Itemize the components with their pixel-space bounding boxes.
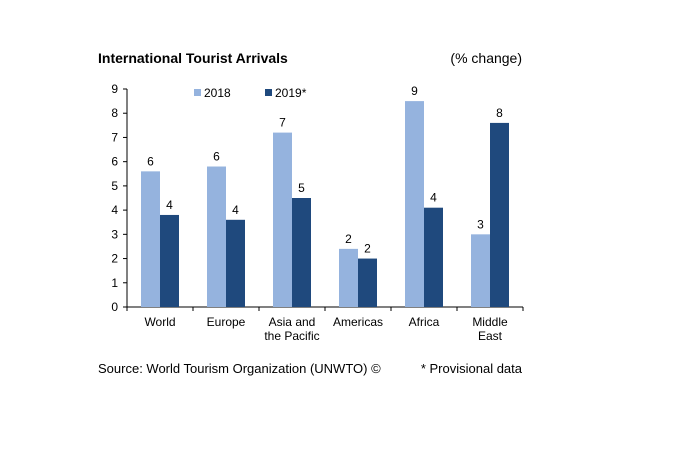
- data-label: 4: [430, 191, 437, 205]
- data-label: 4: [232, 203, 239, 217]
- category-label: Americas: [333, 315, 383, 329]
- legend-label: 2019*: [275, 86, 307, 100]
- data-label: 6: [213, 150, 220, 164]
- data-label: 8: [496, 106, 503, 120]
- y-tick-label: 9: [111, 82, 118, 96]
- bar-2019-1: [226, 219, 245, 307]
- data-labels: 6 4 6 4 7 5 22 9 4 3 8: [147, 84, 503, 255]
- y-tick-label: 2: [111, 252, 118, 266]
- y-tick-label: 6: [111, 155, 118, 169]
- legend-swatch-2019: [265, 89, 272, 96]
- bar-2018-3: [339, 248, 358, 307]
- legend-label: 2018: [204, 86, 231, 100]
- category-label: Europe: [207, 315, 246, 329]
- category-label: Asia and: [269, 315, 316, 329]
- chart-title: International Tourist Arrivals: [98, 50, 288, 66]
- bar-2019-2: [292, 198, 311, 307]
- bar-2018-1: [207, 166, 226, 307]
- legend: 2018 2019*: [194, 86, 307, 100]
- category-label: East: [478, 329, 503, 343]
- data-label: 3: [477, 217, 484, 231]
- bar-2018-2: [273, 132, 292, 307]
- footer-source: Source: World Tourism Organization (UNWT…: [98, 361, 381, 376]
- bar-2018-5: [471, 234, 490, 307]
- y-tick-label: 1: [111, 276, 118, 290]
- data-label: 2: [345, 232, 352, 246]
- y-tick-label: 0: [111, 300, 118, 314]
- unit-label: (% change): [450, 50, 522, 66]
- y-tick-label: 3: [111, 227, 118, 241]
- legend-swatch-2018: [194, 89, 201, 96]
- category-label: the Pacific: [264, 329, 319, 343]
- category-label: Middle: [472, 315, 508, 329]
- footer-note: * Provisional data: [421, 361, 523, 376]
- data-label: 2: [364, 242, 371, 256]
- y-tick-label: 4: [111, 203, 118, 217]
- bar-2019-4: [424, 207, 443, 307]
- data-label: 5: [298, 181, 305, 195]
- data-label: 7: [279, 116, 286, 130]
- data-label: 6: [147, 154, 154, 168]
- y-tick-label: 5: [111, 179, 118, 193]
- bar-2018-0: [141, 171, 160, 307]
- category-label: World: [144, 315, 175, 329]
- bar-2018-4: [405, 101, 424, 307]
- y-tick-label: 7: [111, 130, 118, 144]
- data-label: 4: [166, 198, 173, 212]
- bar-2019-5: [490, 122, 509, 308]
- y-tick-label: 8: [111, 106, 118, 120]
- category-label: Africa: [409, 315, 440, 329]
- y-axis: 0 1 2 3 4 5 6 7 8 9: [111, 82, 128, 314]
- bars: [141, 101, 509, 308]
- bar-2019-0: [160, 214, 179, 307]
- bar-2019-3: [358, 258, 377, 307]
- data-label: 9: [411, 84, 418, 98]
